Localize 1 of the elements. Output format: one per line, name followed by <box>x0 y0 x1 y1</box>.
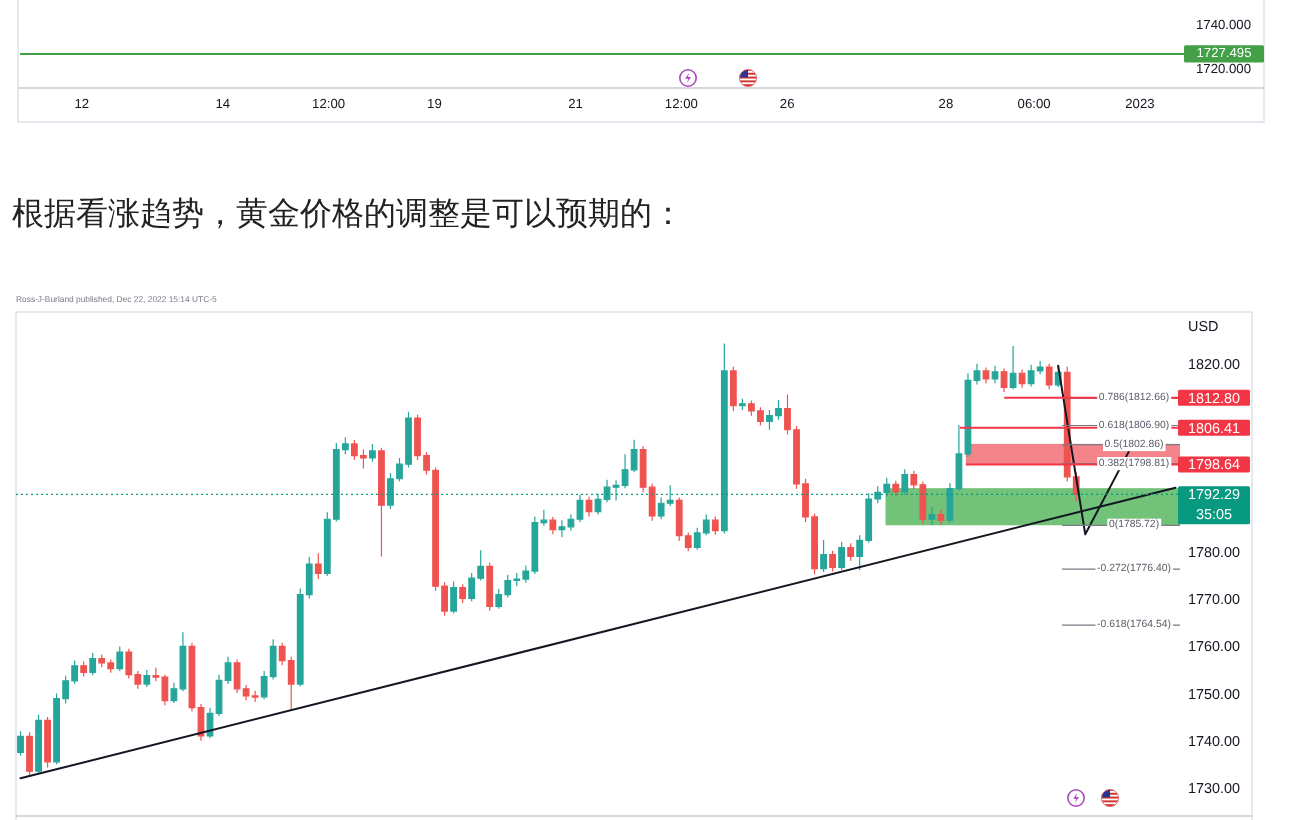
chart-title: 根据看涨趋势，黄金价格的调整是可以预期的： <box>12 194 684 232</box>
